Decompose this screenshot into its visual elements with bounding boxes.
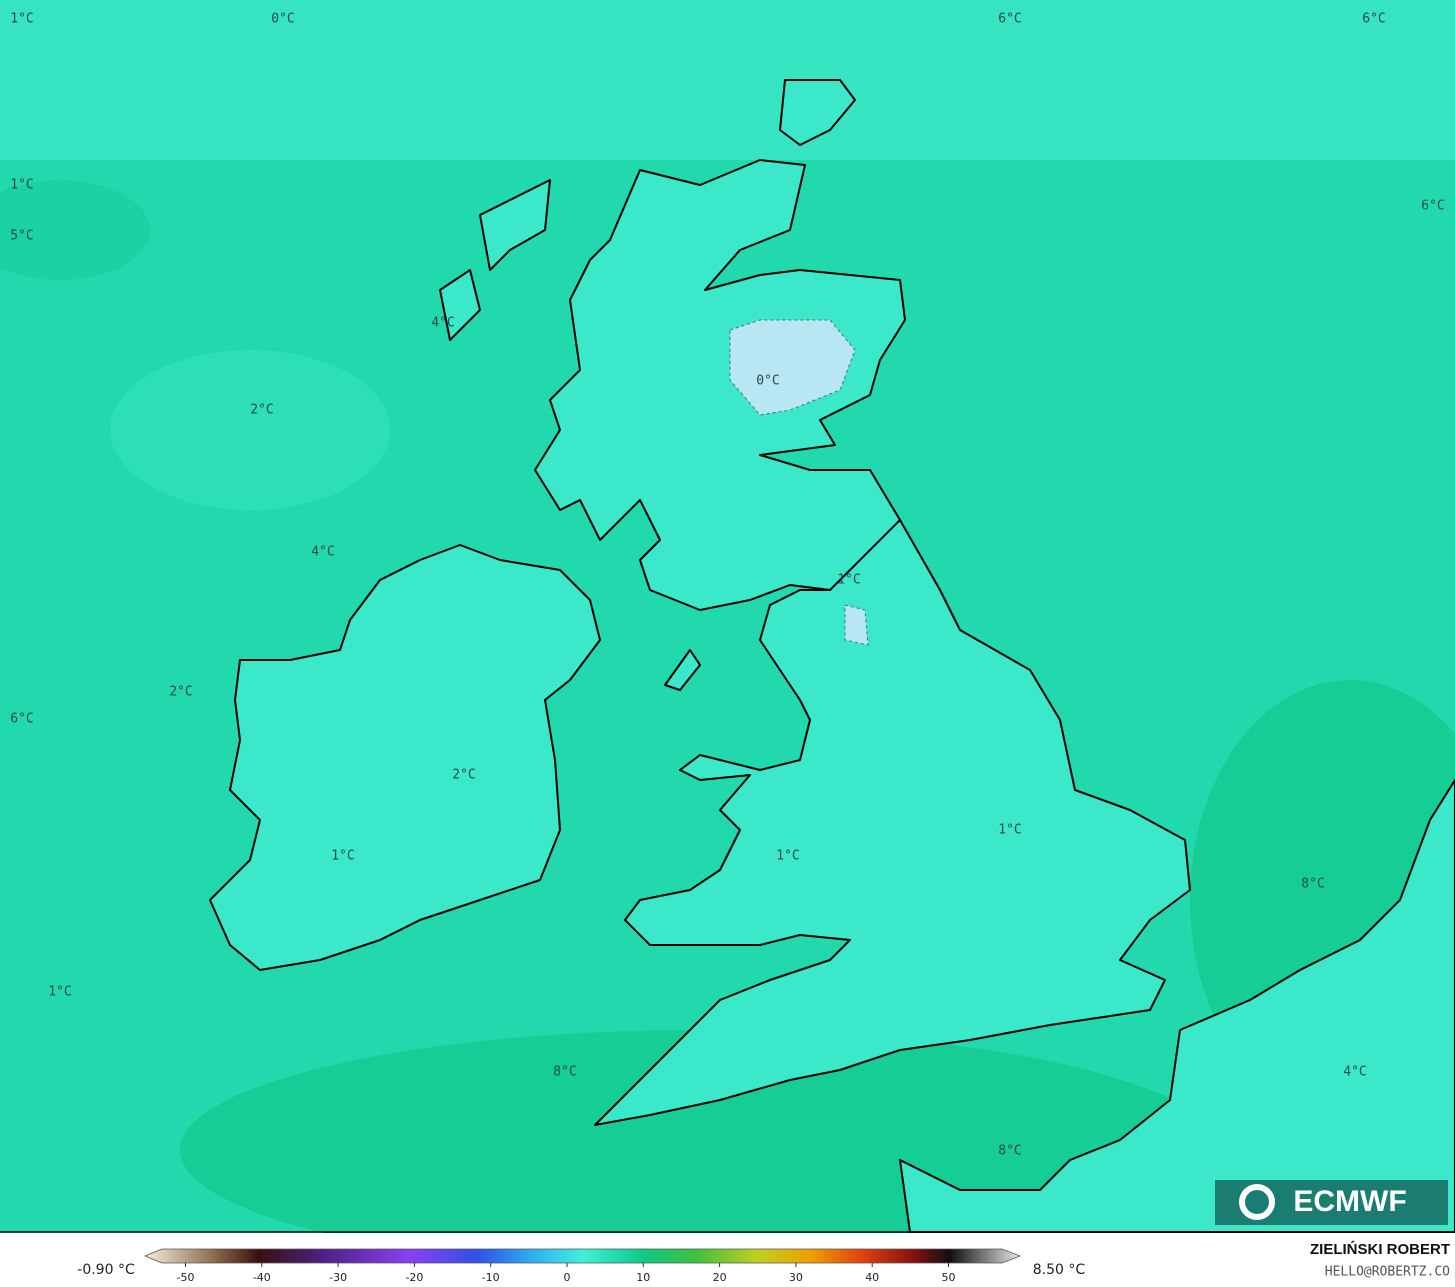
legend-min: -0.90 °C (77, 1262, 135, 1278)
temperature-label: 4°C (1343, 1065, 1366, 1080)
colorbar-tick-label: -40 (253, 1271, 271, 1284)
temperature-label: 1°C (331, 849, 354, 864)
credit-email: HELLO@ROBERTZ.CO (1325, 1265, 1450, 1280)
temperature-label: 6°C (998, 12, 1021, 27)
cold-patch (844, 604, 869, 646)
colorbar-tick-label: 30 (789, 1271, 803, 1284)
land-orkney (779, 79, 856, 146)
temperature-label: 1°C (998, 823, 1021, 838)
temperature-label: 1°C (837, 573, 860, 588)
temperature-label: 6°C (1362, 12, 1385, 27)
temperature-label: 0°C (756, 374, 779, 389)
cold-patch (729, 319, 856, 416)
temperature-label: 6°C (10, 712, 33, 727)
contour-band (0, 180, 150, 280)
land-ireland (209, 544, 601, 971)
colorbar-tick-label: 50 (942, 1271, 956, 1284)
temperature-label: 6°C (1421, 199, 1444, 214)
temperature-label: 8°C (1301, 877, 1324, 892)
land-england (594, 519, 1191, 1126)
temperature-label: 1°C (10, 178, 33, 193)
temperature-label: 2°C (452, 768, 475, 783)
temperature-label: 0°C (271, 12, 294, 27)
temperature-label: 1°C (48, 985, 71, 1000)
colorbar-tick-label: 0 (564, 1271, 571, 1284)
temperature-label: 2°C (169, 685, 192, 700)
temperature-label: 4°C (431, 316, 454, 331)
land-hebrides (439, 179, 551, 341)
contour-band (0, 0, 1455, 160)
contour-band (110, 350, 390, 510)
legend-max: 8.50 °C (1033, 1262, 1086, 1278)
temperature-label: 8°C (998, 1144, 1021, 1159)
colorbar-tick-label: 10 (636, 1271, 650, 1284)
land-continent (899, 779, 1455, 1233)
colorbar (143, 1248, 1022, 1264)
colorbar-tick-label: -10 (482, 1271, 500, 1284)
temperature-labels: 1°C 0°C 6°C 6°C 1°C 5°C 6°C 4°C 0°C 2°C … (10, 12, 1444, 1159)
colorbar-tick-label: -50 (177, 1271, 195, 1284)
temperature-label: 5°C (10, 229, 33, 244)
credit-name: ZIELIŃSKI ROBERT (1310, 1241, 1450, 1258)
logo-text: ECMWF (1293, 1185, 1406, 1218)
temperature-label: 4°C (311, 545, 334, 560)
temperature-label: 1°C (10, 12, 33, 27)
temperature-label: 1°C (776, 849, 799, 864)
colorbar-tick-label: 40 (865, 1271, 879, 1284)
colorbar-ticks: -50 -40 -30 -20 -10 0 10 20 30 40 50 (177, 1263, 956, 1284)
colorbar-tick-label: -30 (329, 1271, 347, 1284)
colorbar-tick-label: 20 (713, 1271, 727, 1284)
temperature-label: 2°C (250, 403, 273, 418)
temperature-label: 8°C (553, 1065, 576, 1080)
colorbar-tick-label: -20 (405, 1271, 423, 1284)
land-isle-of-man (664, 649, 701, 691)
logo-icon (1239, 1184, 1275, 1220)
